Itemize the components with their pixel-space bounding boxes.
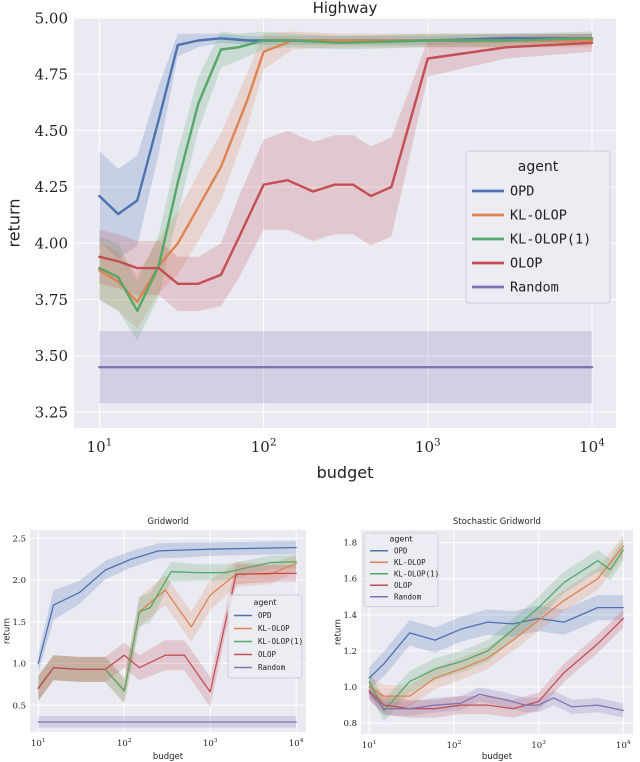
- gridworld-band-opd: [38, 540, 297, 674]
- stochastic-gridworld-y-tick-label: 1.4: [343, 611, 357, 621]
- highway-y-tick-label: 3.75: [35, 291, 68, 309]
- stochastic-gridworld-line-olop: [368, 617, 624, 710]
- gridworld-band-kl-olop-1: [38, 555, 297, 704]
- stochastic-gridworld-x-tick-label: 101: [362, 739, 377, 751]
- gridworld-x-axis-label: budget: [153, 752, 184, 762]
- highway-legend: agent OPD KL-OLOP KL-OLOP(1) OLOP Random: [465, 150, 611, 304]
- stochastic-gridworld-series-lines: [368, 545, 624, 712]
- gridworld-x-tick-label: 104: [289, 737, 304, 749]
- gridworld-x-tick-label: 103: [203, 737, 218, 749]
- stochastic-gridworld-y-tick-label: 0.8: [343, 719, 357, 729]
- gridworld-legend: agent OPD KL-OLOP KL-OLOP(1) OLOP Random: [227, 594, 303, 679]
- stochastic-gridworld-line-kl-olop: [368, 545, 624, 697]
- gridworld-gridlines: [30, 530, 306, 732]
- stochastic-gridworld-legend-label-olop: OLOP: [394, 581, 413, 590]
- stochastic-gridworld-band-opd: [369, 595, 624, 689]
- stochastic-gridworld-legend-label-kl-olop-1: KL-OLOP(1): [394, 569, 439, 578]
- stochastic-gridworld-chart: 101 102 103 104 0.8 1.0 1.2 1.4 1.6 1.8 Stochasti…: [334, 517, 633, 762]
- highway-x-tick-label: 101: [87, 436, 113, 456]
- highway-legend-title: agent: [518, 159, 559, 175]
- highway-line-kl-olop-1: [98, 37, 594, 313]
- highway-tick-labels: 101 102 103 104 3.25 3.50 3.75 4.00 4.25 4.50 4.75…: [35, 9, 606, 456]
- gridworld-legend-label-kl-olop-1: KL-OLOP(1): [258, 637, 303, 646]
- highway-band-kl-olop: [99, 31, 593, 329]
- highway-y-tick-label: 4.75: [35, 66, 68, 84]
- gridworld-y-tick-label: 2.5: [12, 534, 26, 544]
- highway-x-axis-label: budget: [317, 463, 374, 482]
- gridworld-tick-labels: 101 102 103 104 0.5 1.0 1.5 2.0 2.5: [12, 534, 303, 749]
- highway-line-olop: [98, 41, 594, 285]
- gridworld-y-tick-label: 0.5: [12, 701, 26, 711]
- stochastic-gridworld-tick-labels: 101 102 103 104 0.8 1.0 1.2 1.4 1.6 1.8: [343, 539, 630, 751]
- gridworld-legend-title: agent: [253, 598, 276, 607]
- gridworld-series-lines: [37, 546, 297, 723]
- stochastic-gridworld-band-random: [369, 685, 624, 718]
- highway-title: Highway: [313, 0, 378, 17]
- stochastic-gridworld-x-tick-label: 102: [447, 739, 462, 751]
- stochastic-gridworld-legend-label-kl-olop: KL-OLOP: [394, 558, 426, 567]
- gridworld-legend-label-random: Random: [258, 663, 286, 672]
- highway-legend-label-kl-olop-1: KL-OLOP(1): [510, 232, 591, 248]
- highway-y-tick-label: 4.00: [35, 235, 68, 253]
- highway-y-tick-label: 4.50: [35, 122, 68, 140]
- gridworld-title: Gridworld: [147, 517, 188, 527]
- stochastic-gridworld-legend-label-random: Random: [394, 592, 422, 601]
- highway-series-lines: [98, 37, 594, 369]
- highway-legend-label-random: Random: [510, 280, 559, 296]
- stochastic-gridworld-legend-label-opd: OPD: [394, 546, 408, 555]
- stochastic-gridworld-y-axis-label: return: [334, 619, 344, 645]
- highway-x-tick-label: 102: [251, 436, 277, 456]
- gridworld-x-tick-label: 102: [117, 737, 132, 749]
- stochastic-gridworld-x-axis-label: budget: [482, 752, 513, 762]
- stochastic-gridworld-y-tick-label: 1.0: [343, 683, 357, 693]
- stochastic-gridworld-legend: agent OPD KL-OLOP KL-OLOP(1) OLOP Random: [363, 532, 439, 607]
- gridworld-chart: 101 102 103 104 0.5 1.0 1.5 2.0 2.5 Gridworld bu…: [3, 517, 306, 762]
- highway-y-tick-label: 3.50: [35, 347, 68, 365]
- highway-legend-box: [465, 150, 611, 304]
- gridworld-x-tick-label: 101: [31, 737, 46, 749]
- stochastic-gridworld-line-kl-olop-1: [368, 549, 624, 712]
- stochastic-gridworld-x-tick-label: 104: [616, 739, 631, 751]
- gridworld-line-opd: [37, 546, 297, 665]
- highway-band-kl-olop-1: [99, 31, 593, 341]
- highway-y-tick-label: 4.25: [35, 178, 68, 196]
- stochastic-gridworld-y-tick-label: 1.8: [343, 539, 357, 549]
- stochastic-gridworld-line-opd: [368, 606, 624, 679]
- highway-chart: 101 102 103 104 3.25 3.50 3.75 4.00 4.25 4.50 4.75…: [5, 0, 616, 482]
- gridworld-y-tick-label: 1.5: [12, 618, 26, 628]
- highway-y-tick-label: 3.25: [35, 403, 68, 421]
- highway-legend-label-opd: OPD: [510, 184, 534, 200]
- gridworld-line-olop: [37, 572, 297, 693]
- stochastic-gridworld-legend-title: agent: [389, 535, 412, 544]
- highway-y-axis-label: return: [5, 199, 24, 248]
- gridworld-y-tick-label: 1.0: [12, 660, 26, 670]
- gridworld-legend-label-olop: OLOP: [258, 650, 277, 659]
- stochastic-gridworld-y-tick-label: 1.2: [343, 647, 357, 657]
- stochastic-gridworld-x-tick-label: 103: [531, 739, 546, 751]
- gridworld-y-tick-label: 2.0: [12, 576, 26, 586]
- stochastic-gridworld-band-kl-olop-1: [369, 539, 624, 722]
- stochastic-gridworld-title: Stochastic Gridworld: [453, 517, 541, 527]
- stochastic-gridworld-line-random: [368, 691, 624, 712]
- stochastic-gridworld-y-tick-label: 1.6: [343, 575, 357, 585]
- highway-band-olop: [99, 33, 593, 311]
- gridworld-legend-label-opd: OPD: [258, 611, 272, 620]
- highway-y-tick-label: 5.00: [35, 9, 68, 27]
- gridworld-band-kl-olop: [38, 555, 297, 703]
- gridworld-legend-label-kl-olop: KL-OLOP: [258, 624, 290, 633]
- gridworld-y-axis-label: return: [3, 618, 13, 644]
- highway-x-tick-label: 104: [579, 436, 605, 456]
- highway-legend-label-kl-olop: KL-OLOP: [510, 208, 567, 224]
- stochastic-gridworld-band-kl-olop: [369, 535, 624, 707]
- highway-legend-label-olop: OLOP: [510, 256, 543, 272]
- highway-x-tick-label: 103: [415, 436, 441, 456]
